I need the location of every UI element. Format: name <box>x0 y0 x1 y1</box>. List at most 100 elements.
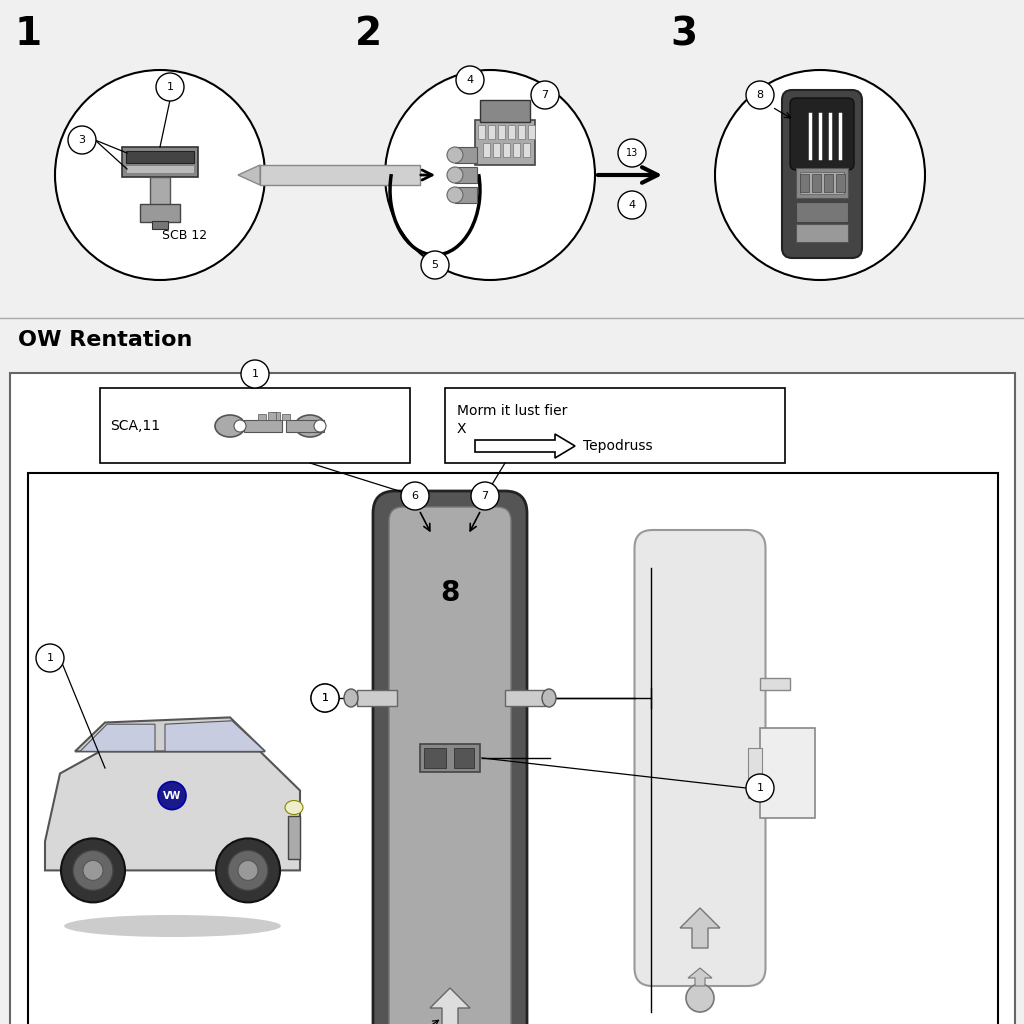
Circle shape <box>73 850 113 891</box>
Text: SCA,11: SCA,11 <box>110 419 160 433</box>
FancyBboxPatch shape <box>373 490 527 1024</box>
Bar <box>800 174 809 193</box>
Bar <box>288 816 300 858</box>
Circle shape <box>531 81 559 109</box>
Text: 5: 5 <box>431 260 438 270</box>
Ellipse shape <box>285 801 303 814</box>
Text: Morm it lust fier: Morm it lust fier <box>457 404 567 418</box>
Circle shape <box>241 360 269 388</box>
Circle shape <box>385 70 595 280</box>
Circle shape <box>686 984 714 1012</box>
Bar <box>505 690 545 706</box>
Circle shape <box>311 684 339 712</box>
Circle shape <box>456 66 484 94</box>
Circle shape <box>447 187 463 203</box>
Ellipse shape <box>234 420 246 432</box>
Bar <box>272 412 280 420</box>
Bar <box>268 412 276 420</box>
Text: 1: 1 <box>15 15 42 53</box>
Bar <box>455 147 477 163</box>
Text: 4: 4 <box>629 200 636 210</box>
Bar <box>424 748 446 768</box>
Polygon shape <box>688 968 712 986</box>
Circle shape <box>746 774 774 802</box>
Circle shape <box>216 839 280 902</box>
Circle shape <box>447 167 463 183</box>
Text: X: X <box>457 422 467 436</box>
Bar <box>126 151 194 163</box>
Ellipse shape <box>295 415 325 437</box>
Circle shape <box>156 73 184 101</box>
Text: 1: 1 <box>322 693 329 703</box>
Text: SCB 12: SCB 12 <box>162 229 207 242</box>
Bar <box>760 728 814 818</box>
Circle shape <box>61 839 125 902</box>
Ellipse shape <box>314 420 326 432</box>
Bar <box>475 120 535 165</box>
Text: 2: 2 <box>355 15 382 53</box>
Text: VW: VW <box>163 791 181 801</box>
Circle shape <box>401 482 429 510</box>
Circle shape <box>158 781 186 810</box>
Text: 3: 3 <box>79 135 85 145</box>
Ellipse shape <box>344 689 358 707</box>
Bar <box>152 221 168 229</box>
Bar <box>140 204 180 222</box>
Text: 1: 1 <box>757 783 764 793</box>
Circle shape <box>83 860 103 881</box>
Bar <box>523 143 530 157</box>
Circle shape <box>746 81 774 109</box>
Bar <box>258 414 266 420</box>
Circle shape <box>228 850 268 891</box>
Bar <box>513 143 520 157</box>
Polygon shape <box>45 752 300 870</box>
Bar <box>760 678 790 690</box>
Bar <box>455 167 477 183</box>
Polygon shape <box>238 165 260 185</box>
Bar <box>488 125 495 139</box>
Text: 7: 7 <box>481 490 488 501</box>
Bar <box>455 187 477 203</box>
Bar <box>420 744 480 772</box>
Ellipse shape <box>65 915 281 937</box>
Circle shape <box>618 191 646 219</box>
Text: 13: 13 <box>626 148 638 158</box>
Polygon shape <box>475 434 575 458</box>
FancyBboxPatch shape <box>790 98 854 170</box>
Bar <box>244 420 282 432</box>
Polygon shape <box>165 721 265 752</box>
FancyBboxPatch shape <box>635 530 766 986</box>
Bar <box>260 165 420 185</box>
Text: 4: 4 <box>467 75 473 85</box>
Bar <box>28 473 998 1024</box>
Bar <box>824 174 833 193</box>
Bar <box>796 224 848 242</box>
Circle shape <box>715 70 925 280</box>
Text: 1: 1 <box>252 369 258 379</box>
Bar <box>796 168 848 198</box>
Text: 1: 1 <box>167 82 173 92</box>
Bar <box>286 420 324 432</box>
Bar <box>503 143 510 157</box>
Circle shape <box>471 482 499 510</box>
Bar <box>445 388 785 463</box>
Bar <box>812 174 821 193</box>
Bar <box>796 202 848 222</box>
Polygon shape <box>680 908 720 948</box>
Bar <box>748 748 762 798</box>
Text: 1: 1 <box>46 653 53 663</box>
Bar <box>478 125 485 139</box>
Bar <box>357 690 397 706</box>
Bar <box>454 748 474 768</box>
Circle shape <box>311 684 339 712</box>
Text: 1: 1 <box>322 693 329 703</box>
Text: 3: 3 <box>670 15 697 53</box>
Bar <box>508 125 515 139</box>
Bar <box>493 143 500 157</box>
Circle shape <box>55 70 265 280</box>
Bar <box>483 143 490 157</box>
Bar <box>122 147 198 177</box>
Circle shape <box>238 860 258 881</box>
Text: 6: 6 <box>412 490 419 501</box>
Text: OW Rentation: OW Rentation <box>18 330 193 350</box>
